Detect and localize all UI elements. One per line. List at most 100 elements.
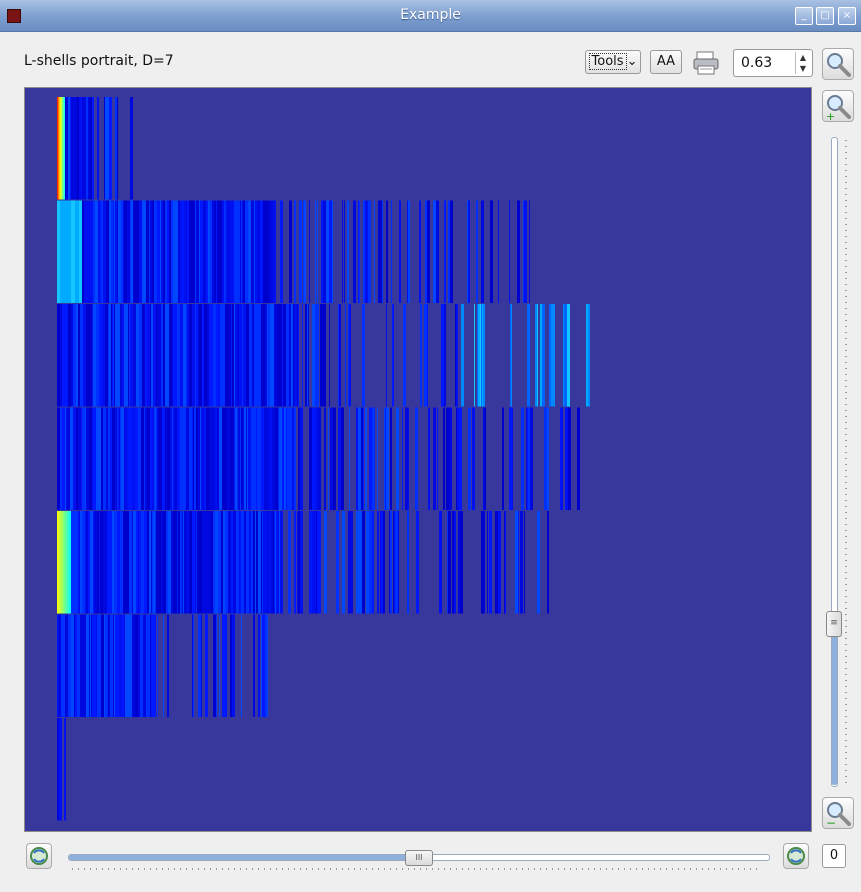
heatmap-cell: [222, 614, 225, 717]
heatmap-cell: [192, 304, 195, 407]
heatmap-cell: [141, 200, 142, 303]
heatmap-cell: [380, 511, 381, 614]
refresh-right-button[interactable]: [783, 843, 809, 869]
heatmap-cell: [251, 200, 254, 303]
heatmap-cell: [264, 511, 267, 614]
heatmap-cell: [273, 511, 274, 614]
heatmap-cell: [480, 304, 481, 407]
heatmap-cell: [187, 304, 189, 407]
heatmap-cell: [333, 407, 336, 510]
heatmap-cell: [261, 304, 262, 407]
heatmap-cell: [379, 200, 381, 303]
heatmap-cell: [231, 407, 234, 510]
heatmap-cell: [329, 304, 330, 407]
heatmap-cell: [89, 304, 92, 407]
heatmap-cell: [205, 614, 208, 717]
heatmap-cell: [459, 407, 462, 510]
heatmap-cell: [147, 407, 150, 510]
heatmap-cell: [478, 304, 480, 407]
heatmap-cell: [72, 407, 73, 510]
heatmap-cell: [149, 511, 151, 614]
zoom-in-button[interactable]: +: [822, 90, 854, 123]
minimize-icon[interactable]: _: [795, 7, 813, 25]
heatmap-row: [57, 407, 580, 510]
heatmap-cell: [444, 304, 446, 407]
heatmap-cell: [92, 304, 93, 407]
heatmap-cell: [125, 407, 128, 510]
maximize-icon[interactable]: □: [816, 7, 834, 25]
zoom-button[interactable]: [822, 48, 854, 80]
heatmap-cell: [133, 304, 136, 407]
heatmap-cell: [65, 97, 66, 200]
heatmap-cell: [217, 200, 219, 303]
heatmap-cell: [255, 200, 258, 303]
heatmap-cell: [117, 614, 119, 717]
close-icon[interactable]: ×: [838, 7, 856, 25]
heatmap-cell: [237, 407, 238, 510]
heatmap-cell: [248, 200, 251, 303]
heatmap-cell: [109, 97, 112, 200]
refresh-icon: [30, 847, 48, 865]
refresh-left-button[interactable]: [26, 843, 52, 869]
heatmap-cell: [65, 200, 66, 303]
heatmap-cell: [187, 511, 189, 614]
vertical-slider-track[interactable]: [831, 137, 838, 787]
heatmap-cell: [65, 407, 66, 510]
heatmap-cell: [561, 407, 563, 510]
horizontal-slider-handle[interactable]: III: [405, 850, 433, 866]
heatmap-cell: [345, 304, 346, 407]
heatmap-cell: [265, 407, 266, 510]
print-button[interactable]: [692, 49, 720, 77]
heatmap-cell: [78, 407, 81, 510]
heatmap-cell: [120, 407, 121, 510]
heatmap-cell: [122, 614, 124, 717]
heatmap-cell: [200, 407, 201, 510]
heatmap-cell: [65, 614, 68, 717]
antialias-button[interactable]: AA: [650, 50, 682, 74]
heatmap-cell: [356, 407, 358, 510]
heatmap-cell: [253, 614, 255, 717]
tools-button[interactable]: Tools ⌄: [585, 50, 641, 74]
heatmap-cell: [195, 200, 196, 303]
heatmap-cell: [69, 97, 70, 200]
heatmap-cell: [312, 304, 315, 407]
heatmap-cell: [384, 407, 385, 510]
heatmap-cell: [123, 200, 124, 303]
heatmap-cell: [106, 407, 107, 510]
heatmap-cell: [85, 407, 86, 510]
heatmap-cell: [192, 407, 193, 510]
vertical-slider-handle[interactable]: ≡: [826, 611, 842, 637]
spin-arrows-icon[interactable]: ▲ ▼: [795, 52, 810, 74]
heatmap-cell: [489, 511, 492, 614]
heatmap-cell: [350, 511, 353, 614]
heatmap-cell: [124, 511, 127, 614]
heatmap-cell: [186, 200, 187, 303]
heatmap-cell: [359, 511, 360, 614]
heatmap-cell: [147, 511, 149, 614]
heatmap-cell: [124, 614, 125, 717]
heatmap-cell: [289, 304, 291, 407]
zoom-out-button[interactable]: −: [822, 797, 854, 830]
heatmap-cell: [223, 200, 224, 303]
heatmap-cell: [216, 200, 217, 303]
heatmap-cell: [62, 304, 63, 407]
zoom-value-spinbox[interactable]: 0.63 ▲ ▼: [733, 49, 813, 77]
heatmap-cell: [123, 511, 124, 614]
heatmap-cell: [515, 511, 518, 614]
heatmap-cell: [427, 304, 428, 407]
heatmap-cell: [474, 304, 475, 407]
heatmap-cell: [393, 511, 394, 614]
heatmap-cell: [446, 407, 449, 510]
heatmap-cell: [157, 407, 159, 510]
heatmap-cell: [92, 97, 94, 200]
heatmap-cell: [84, 200, 87, 303]
heatmap-cell: [342, 200, 343, 303]
heatmap-cell: [94, 511, 97, 614]
heatmap-cell: [141, 407, 142, 510]
heatmap-cell: [136, 511, 138, 614]
chevron-down-icon: ⌄: [626, 54, 638, 69]
plot-area[interactable]: [24, 87, 812, 832]
heatmap-cell: [106, 97, 109, 200]
heatmap-cell: [127, 511, 129, 614]
heatmap-cell: [399, 200, 401, 303]
